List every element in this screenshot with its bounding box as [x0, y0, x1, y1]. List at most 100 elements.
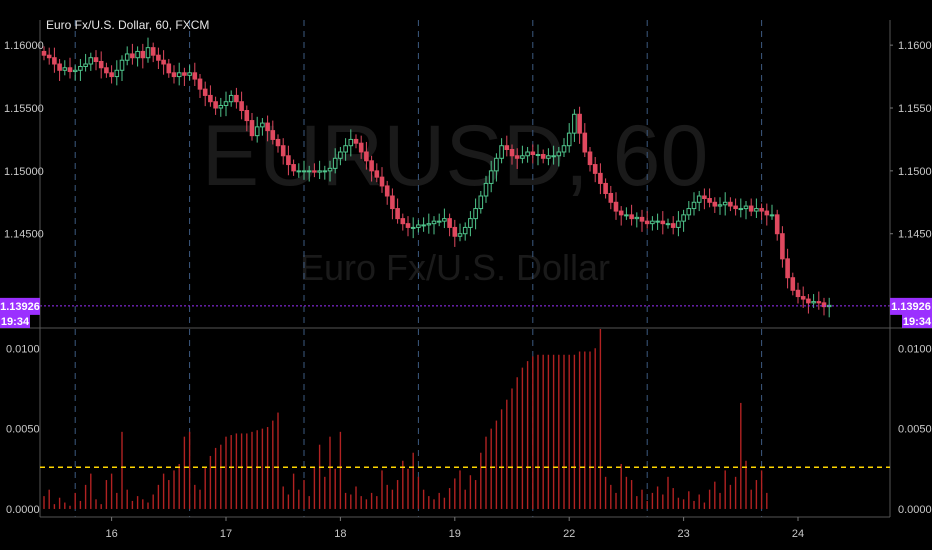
- indicator-tick-right: 0.0050: [898, 424, 932, 436]
- candle: [62, 60, 68, 76]
- candle: [483, 175, 489, 203]
- candle: [150, 42, 156, 63]
- time-tick-label: 24: [792, 528, 804, 540]
- candle: [728, 197, 733, 212]
- candle: [504, 135, 510, 157]
- candle: [754, 198, 759, 218]
- price-tick-right: 1.15000: [898, 166, 932, 178]
- candle: [691, 192, 697, 216]
- candle: [213, 96, 218, 115]
- candle: [577, 106, 582, 144]
- candle: [598, 163, 603, 195]
- last-price-badge-right: 1.13926: [890, 297, 932, 315]
- candle: [655, 213, 660, 230]
- candle: [98, 51, 104, 79]
- countdown-badge-left: 19:34: [0, 313, 30, 328]
- candle: [244, 105, 250, 132]
- candle: [806, 294, 811, 314]
- time-tick-label: 19: [449, 528, 461, 540]
- candle: [379, 167, 385, 193]
- indicator-tick-right: 0.0000: [898, 504, 932, 516]
- candle: [769, 204, 775, 220]
- candle: [696, 190, 702, 212]
- candle: [260, 118, 265, 136]
- candle: [780, 226, 785, 268]
- price-tick-right: 1.15500: [898, 103, 932, 115]
- candle: [686, 201, 692, 220]
- candle: [52, 47, 57, 73]
- countdown-badge-right: 19:34: [902, 313, 932, 328]
- candle: [410, 217, 416, 239]
- candle: [218, 97, 224, 117]
- candle: [348, 129, 354, 157]
- candle: [790, 272, 796, 296]
- candle: [447, 213, 452, 237]
- candle: [665, 218, 671, 229]
- candle: [530, 144, 536, 164]
- candle: [452, 219, 458, 247]
- candle: [660, 211, 666, 235]
- candle: [748, 198, 754, 217]
- price-tick-left: 1.16000: [4, 40, 44, 52]
- candle: [546, 148, 551, 166]
- price-tick-left: 1.15000: [4, 166, 44, 178]
- candle: [468, 211, 473, 237]
- candle: [124, 46, 130, 66]
- candle: [670, 216, 676, 235]
- candle: [41, 46, 47, 61]
- candle: [192, 62, 198, 86]
- indicator-tick-right: 0.0100: [898, 343, 932, 355]
- candle: [114, 60, 120, 86]
- candle: [629, 204, 634, 226]
- candle: [624, 207, 629, 220]
- candle: [135, 46, 140, 67]
- price-axis[interactable]: 1.14500 1.14500 1.15000 1.15000 1.15500 1.155…: [4, 40, 932, 241]
- candle: [603, 178, 608, 199]
- time-axis[interactable]: 16 17 18 19 22 23 24: [105, 517, 804, 540]
- price-tick-left: 1.15500: [4, 103, 44, 115]
- candle: [800, 286, 806, 308]
- candle: [764, 203, 770, 226]
- candle: [639, 209, 645, 232]
- candle: [254, 116, 260, 143]
- candle: [421, 217, 426, 232]
- candle: [332, 148, 338, 174]
- candle: [358, 135, 364, 159]
- candle: [644, 211, 650, 229]
- candle: [72, 65, 78, 81]
- candle: [322, 165, 328, 180]
- candle: [618, 206, 624, 226]
- candle: [67, 57, 73, 79]
- candle: [104, 62, 109, 78]
- indicator-axis[interactable]: 0.0000 0.0000 0.0050 0.0050 0.0100 0.0100: [6, 343, 932, 516]
- candle: [46, 47, 52, 65]
- candle: [343, 138, 348, 161]
- candle: [384, 180, 390, 205]
- candle: [462, 222, 468, 241]
- time-tick-label: 17: [220, 528, 232, 540]
- candle: [561, 138, 567, 158]
- candle: [821, 297, 827, 316]
- candle: [473, 198, 478, 230]
- candle: [436, 213, 442, 227]
- candle: [301, 160, 307, 180]
- candle: [156, 47, 161, 70]
- candle: [650, 216, 655, 231]
- candle: [556, 146, 562, 167]
- candle: [514, 148, 520, 169]
- candle: [540, 149, 546, 164]
- candle: [702, 188, 707, 210]
- watermark-symbol: EURUSD, 60: [202, 108, 709, 204]
- candle: [431, 216, 437, 235]
- candle: [572, 109, 577, 142]
- candle: [405, 216, 411, 237]
- candle: [774, 209, 780, 241]
- candle: [161, 50, 166, 75]
- time-tick-label: 23: [677, 528, 689, 540]
- candle: [478, 190, 484, 214]
- candle: [566, 123, 572, 153]
- last-price-label-right: 1.13926: [891, 301, 931, 313]
- candle: [182, 67, 187, 86]
